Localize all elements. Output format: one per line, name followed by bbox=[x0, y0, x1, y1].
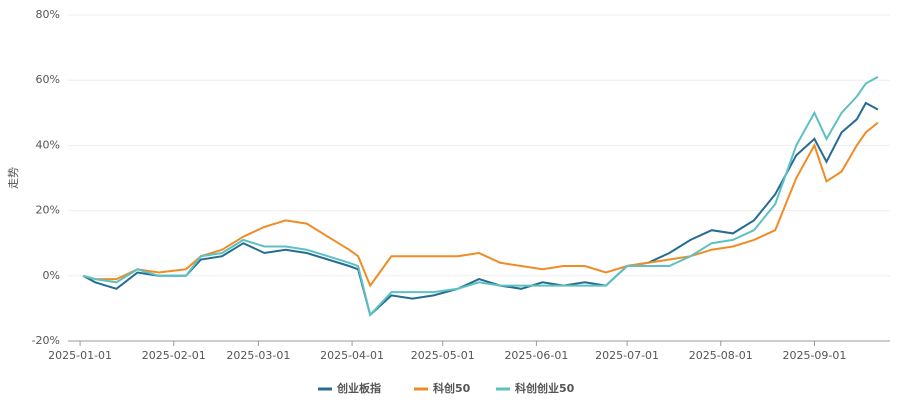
legend-label: 科创创业50 bbox=[515, 381, 575, 395]
y-tick-label: 60% bbox=[36, 73, 60, 86]
y-tick-label: 40% bbox=[36, 138, 60, 151]
y-tick-label: 80% bbox=[36, 8, 60, 21]
legend-label: 创业板指 bbox=[336, 381, 381, 395]
series-line bbox=[82, 101, 879, 317]
x-tick-label: 2025-02-01 bbox=[142, 349, 206, 362]
x-tick-label: 2025-06-01 bbox=[504, 349, 568, 362]
x-tick-label: 2025-03-01 bbox=[226, 349, 290, 362]
series-line bbox=[82, 76, 879, 317]
x-tick-label: 2025-04-01 bbox=[320, 349, 384, 362]
y-tick-label: 20% bbox=[36, 204, 60, 217]
y-tick-label: 0% bbox=[43, 269, 60, 282]
x-tick-label: 2025-07-01 bbox=[595, 349, 659, 362]
x-tick-label: 2025-08-01 bbox=[689, 349, 753, 362]
legend-label: 科创50 bbox=[433, 381, 471, 395]
y-axis-label: 走势 bbox=[7, 167, 20, 189]
x-tick-label: 2025-01-01 bbox=[48, 349, 112, 362]
x-tick-label: 2025-09-01 bbox=[782, 349, 846, 362]
y-tick-label: -20% bbox=[32, 334, 60, 347]
series-line bbox=[82, 121, 879, 288]
x-tick-label: 2025-05-01 bbox=[411, 349, 475, 362]
